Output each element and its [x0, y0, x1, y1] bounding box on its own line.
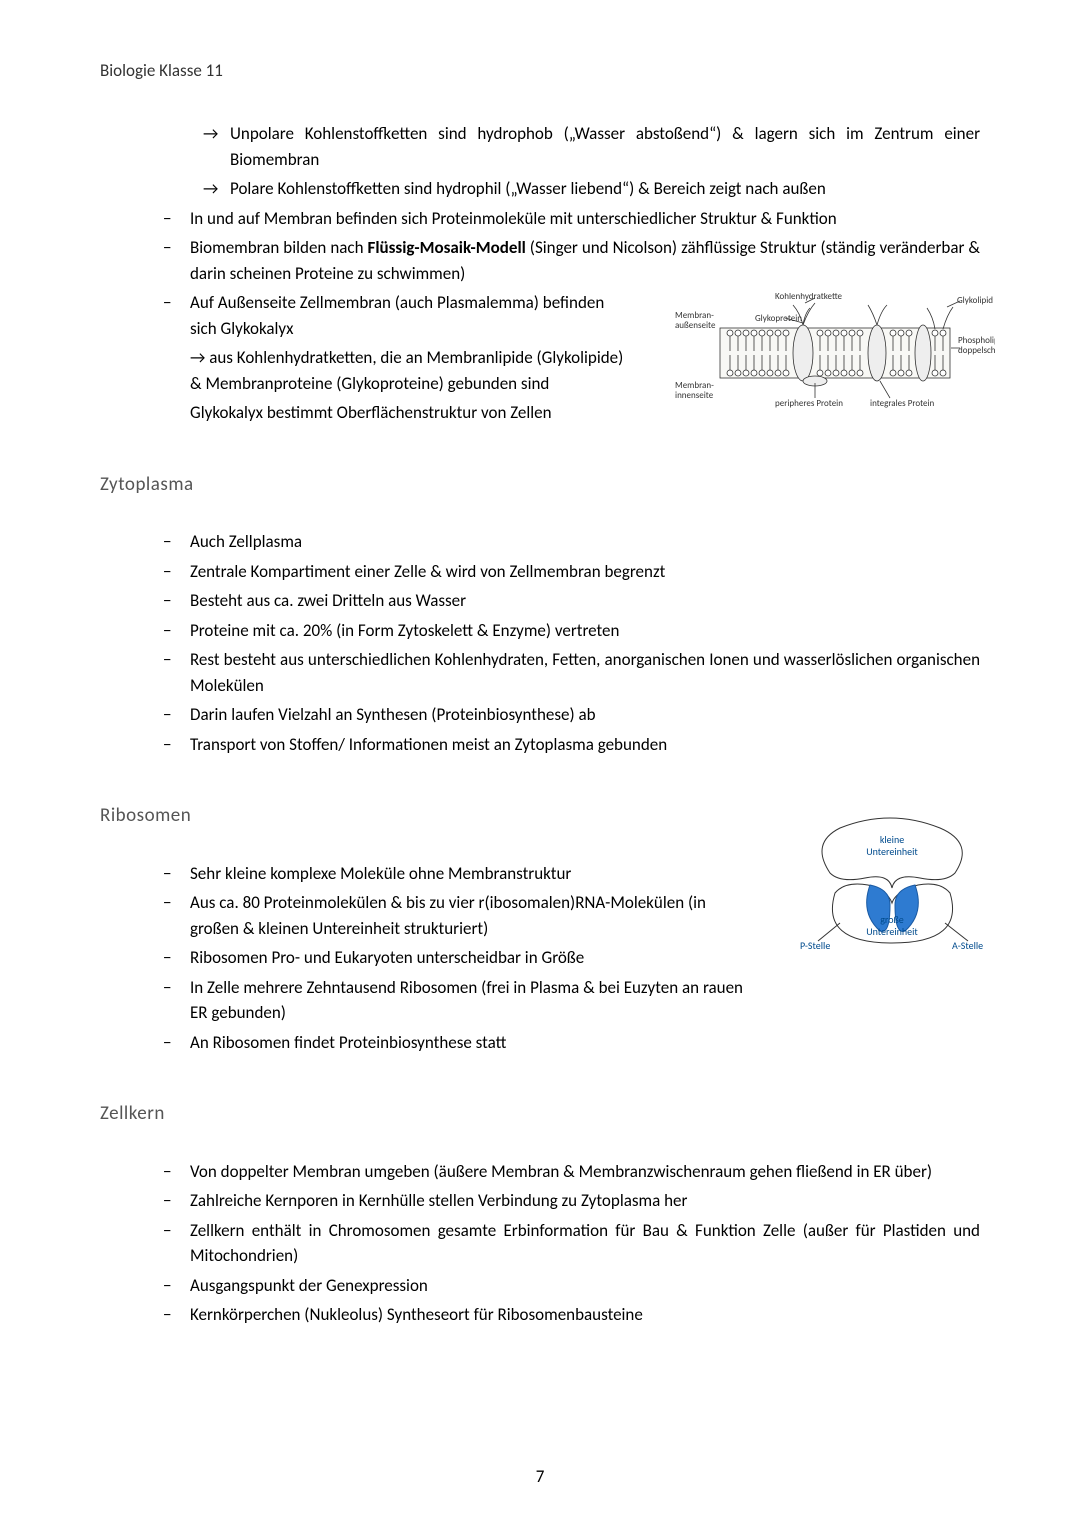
dash-icon: − — [163, 702, 190, 728]
dash-icon: − — [163, 861, 190, 887]
dash-bullet: −Zentrale Kompartiment einer Zelle & wir… — [100, 559, 980, 585]
dash-bullet: −In Zelle mehrere Zehntausend Ribosomen … — [100, 975, 980, 1026]
dash-bullet: −Darin laufen Vielzahl an Synthesen (Pro… — [100, 702, 980, 728]
dash-icon: − — [163, 1302, 190, 1328]
dash-icon: − — [163, 647, 190, 673]
dash-bullet: −Besteht aus ca. zwei Dritteln aus Wasse… — [100, 588, 980, 614]
fig2-label: Untereinheit — [866, 845, 918, 858]
dash-icon: − — [163, 945, 190, 971]
arrow-icon: → — [203, 176, 230, 202]
dash-icon: − — [163, 1159, 190, 1185]
dash-text: An Ribosomen findet Proteinbiosynthese s… — [190, 1032, 506, 1053]
dash-icon: − — [163, 559, 190, 585]
dash-text: Von doppelter Membran umgeben (äußere Me… — [190, 1161, 932, 1182]
dash-bullet: −Biomembran bilden nach Flüssig-Mosaik-M… — [100, 235, 980, 286]
fig1-label: Membran-außenseite — [675, 310, 716, 331]
membrane-diagram: Kohlenhydratkette Glykolipid Membran-auß… — [675, 293, 995, 413]
fig1-label: Phospholipid-doppelschicht — [958, 335, 995, 356]
dash-text: Transport von Stoffen/ Informationen mei… — [190, 734, 667, 755]
section-heading-zellkern: Zellkern — [100, 1100, 980, 1129]
arrow-icon: → — [203, 121, 230, 147]
arrow-bullet: → Polare Kohlenstoffketten sind hydrophi… — [100, 176, 980, 202]
dash-icon: − — [163, 235, 190, 261]
dash-icon: − — [163, 1218, 190, 1244]
dash-bullet: −Zellkern enthält in Chromosomen gesamte… — [100, 1218, 980, 1269]
dash-text: Biomembran bilden nach Flüssig-Mosaik-Mo… — [190, 237, 980, 284]
dash-bullet: −Ausgangspunkt der Genexpression — [100, 1273, 980, 1299]
dash-icon: − — [163, 732, 190, 758]
dash-bullet: −Auch Zellplasma — [100, 529, 980, 555]
dash-text: Auch Zellplasma — [190, 531, 302, 552]
dash-text: Darin laufen Vielzahl an Synthesen (Prot… — [190, 704, 596, 725]
dash-text: Sehr kleine komplexe Moleküle ohne Membr… — [190, 863, 571, 884]
fig2-label: P-Stelle — [800, 939, 830, 952]
dash-text: Rest besteht aus unterschiedlichen Kohle… — [190, 649, 980, 696]
dash-icon: − — [163, 618, 190, 644]
dash-text: In und auf Membran befinden sich Protein… — [190, 208, 837, 229]
dash-bullet: −Transport von Stoffen/ Informationen me… — [100, 732, 980, 758]
arrow-text: Polare Kohlenstoffketten sind hydrophil … — [230, 178, 826, 199]
dash-text: Kernkörperchen (Nukleolus) Syntheseort f… — [190, 1304, 643, 1325]
fig1-label: Kohlenhydratkette — [775, 293, 843, 302]
dash-icon: − — [163, 975, 190, 1001]
section-heading-zytoplasma: Zytoplasma — [100, 471, 980, 500]
dash-text: Proteine mit ca. 20% (in Form Zytoskelet… — [190, 620, 619, 641]
arrow-bullet: → Unpolare Kohlenstoffketten sind hydrop… — [100, 121, 980, 172]
fig1-label: integrales Protein — [870, 398, 935, 409]
dash-text: Ribosomen Pro- und Eukaryoten unterschei… — [190, 947, 584, 968]
dash-text: Aus ca. 80 Proteinmolekülen & bis zu vie… — [190, 892, 706, 939]
dash-icon: − — [163, 1030, 190, 1056]
fig2-label: Untereinheit — [866, 925, 918, 938]
dash-bullet: −Kernkörperchen (Nukleolus) Syntheseort … — [100, 1302, 980, 1328]
fig1-label: Membran-innenseite — [675, 380, 714, 401]
page-header: Biologie Klasse 11 — [100, 60, 980, 81]
ribosome-diagram: kleine Untereinheit große Untereinheit P… — [800, 813, 985, 953]
dash-icon: − — [163, 290, 190, 316]
dash-icon: − — [163, 206, 190, 232]
dash-bullet: −An Ribosomen findet Proteinbiosynthese … — [100, 1030, 980, 1056]
fig2-label: A-Stelle — [952, 939, 983, 952]
dash-text: Besteht aus ca. zwei Dritteln aus Wasser — [190, 590, 466, 611]
fig1-label: Glykolipid — [957, 295, 993, 306]
page-number: 7 — [0, 1466, 1080, 1487]
dash-text: Zentrale Kompartiment einer Zelle & wird… — [190, 561, 665, 582]
dash-bullet: −Zahlreiche Kernporen in Kernhülle stell… — [100, 1188, 980, 1214]
dash-text: Zahlreiche Kernporen in Kernhülle stelle… — [190, 1190, 687, 1211]
dash-bullet: −Proteine mit ca. 20% (in Form Zytoskele… — [100, 618, 980, 644]
dash-text: Ausgangspunkt der Genexpression — [190, 1275, 428, 1296]
dash-bullet: −Von doppelter Membran umgeben (äußere M… — [100, 1159, 980, 1185]
dash-icon: − — [163, 529, 190, 555]
dash-icon: − — [163, 890, 190, 916]
fig1-label: peripheres Protein — [775, 398, 843, 409]
dash-text: Zellkern enthält in Chromosomen gesamte … — [190, 1220, 980, 1267]
dash-icon: − — [163, 588, 190, 614]
arrow-text: Unpolare Kohlenstoffketten sind hydropho… — [230, 123, 980, 170]
dash-icon: − — [163, 1273, 190, 1299]
fig1-label: Glykoprotein — [755, 313, 802, 324]
dash-icon: − — [163, 1188, 190, 1214]
dash-text: Auf Außenseite Zellmembran (auch Plasmal… — [190, 292, 604, 339]
dash-bullet: −Rest besteht aus unterschiedlichen Kohl… — [100, 647, 980, 698]
dash-bullet: −In und auf Membran befinden sich Protei… — [100, 206, 980, 232]
dash-text: In Zelle mehrere Zehntausend Ribosomen (… — [190, 977, 743, 1024]
